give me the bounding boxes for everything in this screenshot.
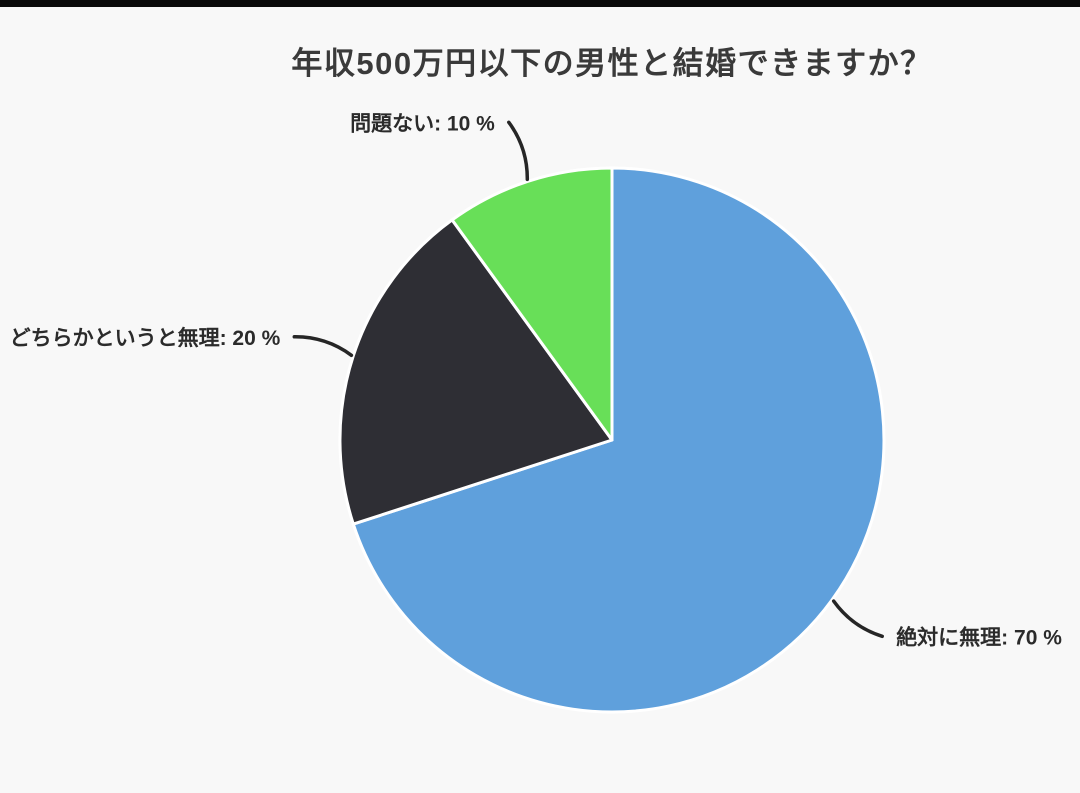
pie-slice-0 bbox=[351, 166, 886, 714]
pie-slice-1 bbox=[338, 218, 614, 526]
slice-label-0: 絶対に無理: 70 % bbox=[896, 625, 1062, 649]
slice-label-1: どちらかというと無理: 20 % bbox=[10, 326, 281, 350]
leader-line-0 bbox=[831, 599, 884, 639]
slice-label-2: 問題ない: 10 % bbox=[350, 112, 495, 135]
chart-title: 年収500万円以下の男性と結婚できますか？ bbox=[291, 46, 933, 81]
leader-line-2 bbox=[507, 120, 530, 182]
leader-line-1 bbox=[292, 335, 354, 358]
top-bar bbox=[0, 0, 1080, 7]
pie-slice-2 bbox=[450, 166, 614, 442]
